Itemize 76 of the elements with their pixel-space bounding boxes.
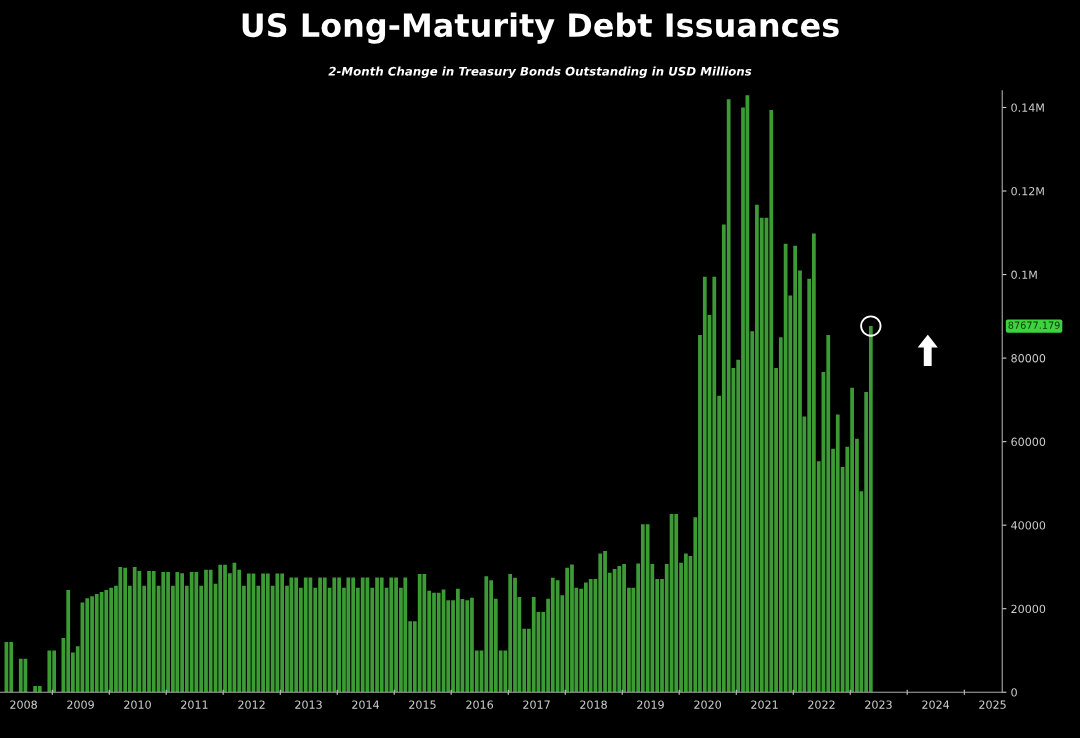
x-tick-label: 2020 xyxy=(694,700,721,709)
y-tick-label: 40000 xyxy=(1011,521,1046,530)
bar xyxy=(588,579,593,693)
bar xyxy=(118,566,123,693)
x-tick-label: 2013 xyxy=(295,700,322,709)
y-tick-label: 0.1M xyxy=(1011,270,1037,279)
x-tick-label: 2016 xyxy=(466,700,494,709)
chart-title: US Long-Maturity Debt Issuances xyxy=(242,12,839,44)
bar xyxy=(289,577,294,693)
bar xyxy=(712,276,717,693)
bar xyxy=(550,577,555,693)
y-tick-label: 20000 xyxy=(1011,604,1046,614)
bar xyxy=(436,592,441,693)
bar xyxy=(465,600,470,693)
bar xyxy=(346,577,351,693)
x-tick-label: 2015 xyxy=(409,700,436,709)
bar xyxy=(303,577,308,693)
bar xyxy=(422,574,427,693)
bar xyxy=(598,553,603,693)
bar xyxy=(835,414,840,693)
bar xyxy=(769,109,774,693)
x-tick-label: 2021 xyxy=(751,700,778,709)
x-tick-label: 2017 xyxy=(523,700,550,709)
bar xyxy=(868,326,873,693)
bar xyxy=(484,576,489,693)
x-tick-label: 2009 xyxy=(67,700,94,709)
y-tick-label: 0.12M xyxy=(1011,186,1044,196)
bar xyxy=(826,335,831,693)
bar xyxy=(218,564,223,693)
x-tick-label: 2012 xyxy=(238,700,265,709)
bar xyxy=(674,513,679,693)
bar xyxy=(104,589,109,693)
x-tick-label: 2008 xyxy=(10,700,37,709)
bar xyxy=(246,573,251,693)
bar xyxy=(403,577,408,693)
bar xyxy=(379,577,384,693)
y-tick-label: 80000 xyxy=(1011,354,1046,363)
chart-subtitle: 2-Month Change in Treasury Bonds Outstanding in USD Millions xyxy=(328,66,752,79)
bar xyxy=(94,594,99,693)
bar xyxy=(85,598,90,693)
x-tick-label: 2023 xyxy=(865,700,892,709)
bar xyxy=(531,597,536,693)
bar xyxy=(702,276,707,693)
bar xyxy=(151,571,156,693)
bar xyxy=(137,571,142,693)
x-tick-label: 2011 xyxy=(181,700,208,709)
text: 87677.179 xyxy=(1008,321,1060,329)
bar xyxy=(389,577,394,693)
bar xyxy=(726,99,731,693)
bar xyxy=(275,573,280,693)
bar xyxy=(47,650,52,693)
bar xyxy=(194,571,199,693)
bar xyxy=(175,571,180,693)
bar xyxy=(417,574,422,693)
y-tick-label: 60000 xyxy=(1011,437,1046,447)
x-tick-label: 2019 xyxy=(637,700,664,709)
x-tick-label: 2024 xyxy=(922,700,950,709)
bar xyxy=(132,566,137,693)
x-tick-label: 2010 xyxy=(124,700,151,709)
bar xyxy=(161,571,166,693)
bar xyxy=(37,685,42,693)
bar xyxy=(18,658,23,693)
bar xyxy=(332,577,337,693)
bar xyxy=(322,577,327,693)
y-tick-label: 0.14M xyxy=(1011,103,1044,112)
bar xyxy=(645,524,650,693)
bar xyxy=(360,577,365,693)
x-tick-label: 2014 xyxy=(352,700,380,709)
bar xyxy=(617,566,622,693)
bar xyxy=(189,571,194,693)
x-tick-label: 2018 xyxy=(580,700,607,709)
bar xyxy=(9,642,14,693)
x-tick-label: 2025 xyxy=(979,700,1006,709)
y-tick-label: 0 xyxy=(1011,688,1017,697)
bar xyxy=(208,569,213,693)
x-tick-label: 2022 xyxy=(808,700,835,709)
